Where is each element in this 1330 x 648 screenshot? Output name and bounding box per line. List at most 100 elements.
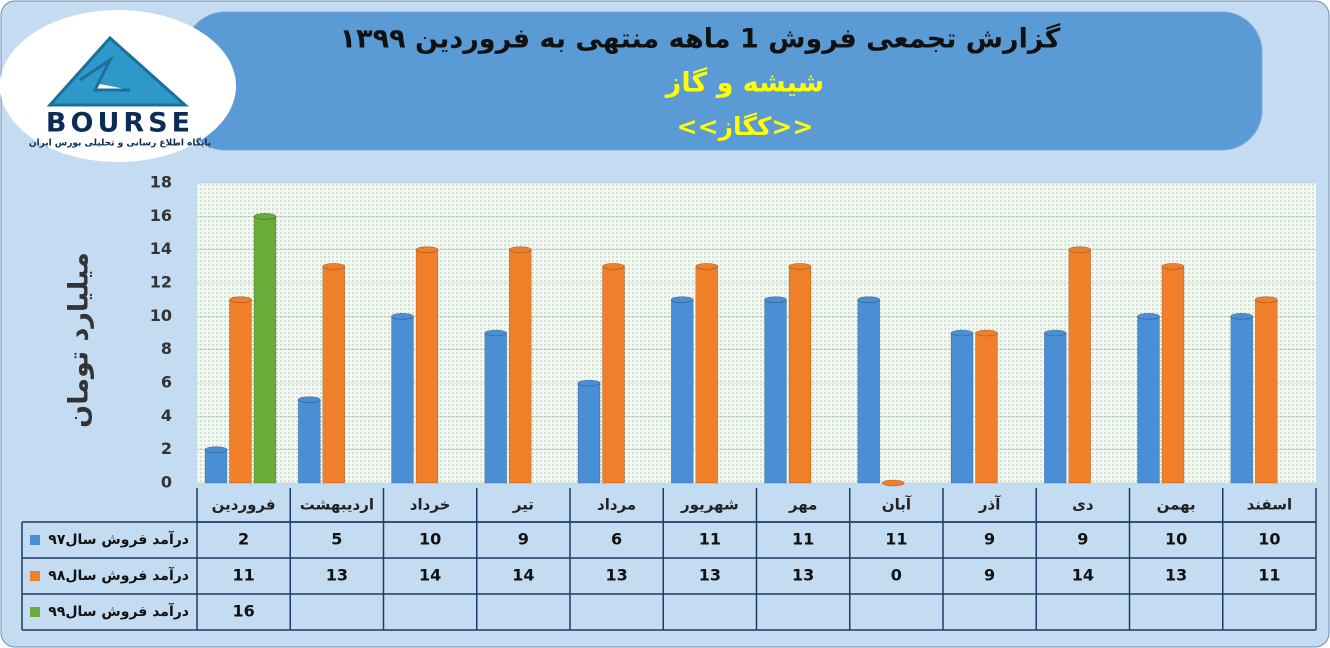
legend-swatch bbox=[30, 535, 40, 545]
chart-title: گزارش تجمعی فروش 1 ماهه منتهی به فروردین… bbox=[340, 23, 1061, 55]
bar-cap bbox=[577, 379, 601, 387]
bar bbox=[950, 332, 974, 484]
bar-cap bbox=[670, 296, 694, 303]
x-tick-label: مرداد bbox=[597, 496, 636, 514]
bar bbox=[391, 316, 414, 484]
legend-label: درآمد فروش سال۹۸ bbox=[48, 566, 189, 584]
x-tick-label: مهر bbox=[788, 496, 818, 514]
x-tick-label: خرداد bbox=[410, 496, 451, 514]
legend-swatch bbox=[30, 571, 40, 581]
bar-cap bbox=[253, 213, 277, 220]
bar bbox=[857, 299, 881, 484]
table-value: 2 bbox=[238, 530, 249, 549]
bar-cap bbox=[508, 246, 532, 253]
table-value: 11 bbox=[885, 530, 907, 549]
x-tick-label: تیر bbox=[512, 496, 534, 514]
y-tick-label: 2 bbox=[161, 439, 172, 458]
bar bbox=[695, 266, 719, 484]
legend-label: درآمد فروش سال۹۷ bbox=[48, 530, 189, 548]
bar-cap bbox=[322, 263, 346, 270]
bar-cap bbox=[695, 263, 719, 270]
logo-tagline: پایگاه اطلاع رسانی و تحلیلی بورس ایران bbox=[29, 137, 211, 149]
bar-cap bbox=[1043, 329, 1067, 337]
bar-cap bbox=[881, 479, 905, 487]
table-value: 0 bbox=[891, 566, 902, 585]
logo-icon bbox=[46, 35, 189, 107]
table-value: 5 bbox=[331, 530, 342, 549]
table-value: 11 bbox=[792, 530, 814, 549]
bar-cap bbox=[950, 329, 974, 337]
y-tick-label: 18 bbox=[150, 173, 172, 192]
bar-cap bbox=[764, 296, 787, 303]
table-value: 14 bbox=[1072, 566, 1094, 585]
table-value: 13 bbox=[699, 566, 721, 585]
bar-cap bbox=[602, 263, 625, 270]
bar-cap bbox=[1161, 263, 1185, 270]
bar bbox=[1254, 299, 1278, 484]
bar-cap bbox=[1137, 313, 1160, 320]
bar bbox=[415, 249, 439, 484]
table-value: 6 bbox=[611, 530, 622, 549]
chart-subtitle: شیشه و گاز bbox=[664, 67, 824, 99]
bar bbox=[297, 399, 321, 484]
bar bbox=[602, 266, 625, 484]
x-tick-label: اسفند bbox=[1247, 496, 1292, 514]
bar bbox=[975, 332, 998, 484]
bar-cap bbox=[1068, 246, 1092, 253]
bar-cap bbox=[857, 296, 881, 303]
bar bbox=[253, 216, 277, 484]
x-tick-label: شهریور bbox=[680, 496, 739, 514]
y-tick-label: 16 bbox=[150, 206, 172, 225]
y-tick-label: 6 bbox=[161, 373, 172, 392]
bar bbox=[484, 332, 508, 484]
bar-cap bbox=[788, 263, 812, 270]
bar-cap bbox=[391, 313, 414, 320]
y-tick-label: 14 bbox=[150, 239, 172, 258]
chart-symbol: <<کگاز>> bbox=[677, 112, 814, 141]
table-value: 14 bbox=[512, 566, 534, 585]
bar bbox=[229, 299, 252, 484]
table-value: 13 bbox=[605, 566, 627, 585]
bar-cap bbox=[415, 246, 439, 253]
bar-cap bbox=[1230, 313, 1254, 320]
bar-cap bbox=[484, 329, 508, 337]
legend-label: درآمد فروش سال۹۹ bbox=[48, 602, 189, 620]
bar bbox=[1068, 249, 1092, 484]
bar bbox=[670, 299, 694, 484]
table-value: 11 bbox=[232, 566, 254, 585]
table-value: 13 bbox=[1165, 566, 1187, 585]
bar-cap bbox=[297, 396, 321, 403]
table-value: 16 bbox=[232, 602, 254, 621]
y-tick-label: 12 bbox=[150, 273, 172, 292]
y-tick-label: 0 bbox=[161, 473, 172, 492]
bar bbox=[1137, 316, 1160, 484]
x-tick-label: بهمن bbox=[1157, 496, 1196, 514]
bar bbox=[1043, 332, 1067, 484]
x-tick-label: اردیبهشت bbox=[300, 496, 374, 514]
bar-cap bbox=[229, 296, 252, 303]
y-tick-label: 4 bbox=[161, 406, 172, 425]
x-tick-label: دی bbox=[1072, 496, 1094, 514]
y-tick-label: 8 bbox=[161, 339, 172, 358]
bar-cap bbox=[204, 446, 228, 453]
table-value: 13 bbox=[792, 566, 814, 585]
table-value: 10 bbox=[1165, 530, 1187, 549]
table-value: 9 bbox=[518, 530, 529, 549]
bar bbox=[508, 249, 532, 484]
table-value: 13 bbox=[326, 566, 348, 585]
y-tick-label: 10 bbox=[150, 306, 172, 325]
y-axis-label: میلیارد تومان bbox=[64, 252, 95, 428]
bar bbox=[1161, 266, 1185, 484]
table-value: 14 bbox=[419, 566, 441, 585]
bar-cap bbox=[1254, 296, 1278, 303]
table-value: 9 bbox=[984, 566, 995, 585]
bar bbox=[764, 299, 787, 484]
bar bbox=[788, 266, 812, 484]
legend-swatch bbox=[30, 607, 40, 617]
table-value: 10 bbox=[419, 530, 441, 549]
bar bbox=[1230, 316, 1254, 484]
bar-cap bbox=[975, 329, 998, 337]
x-tick-label: فروردین bbox=[212, 496, 276, 514]
logo-name: BOURSE bbox=[46, 108, 194, 139]
